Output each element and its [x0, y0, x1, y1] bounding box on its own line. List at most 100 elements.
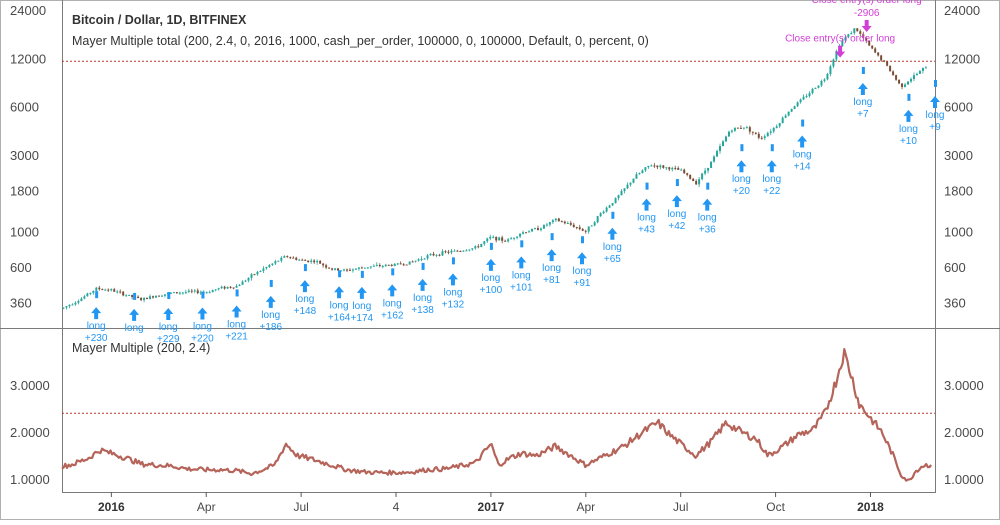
long-marker-word: long [637, 213, 656, 224]
long-marker-word: long [295, 294, 314, 305]
candle-body [653, 165, 656, 167]
candle-body [110, 289, 113, 291]
long-arrow-icon [231, 305, 242, 318]
mayer-y-tick-right: 1.0000 [944, 472, 984, 487]
candle-body [844, 37, 847, 41]
long-marker-qty: +20 [733, 186, 750, 197]
long-marker-word: long [667, 209, 686, 220]
candle-body [149, 296, 152, 300]
candle-body [647, 165, 650, 168]
entry-flag-icon [201, 291, 205, 299]
candle-body [784, 115, 787, 118]
candle-body [357, 267, 360, 269]
entry-flag-icon [770, 144, 774, 152]
candle-body [229, 286, 232, 288]
price-y-tick-left: 1800 [10, 183, 39, 198]
candle-body [89, 292, 92, 294]
candle-body [256, 271, 259, 275]
close-marker-label: Close entry(s) order long [785, 34, 895, 45]
price-y-tick-left: 3000 [10, 148, 39, 163]
candle-body [590, 225, 593, 227]
candle-body [680, 169, 683, 171]
candle-body [393, 263, 396, 267]
long-arrow-icon [447, 273, 458, 286]
candle-body [489, 236, 492, 239]
candle-body [921, 67, 924, 71]
candle-body [835, 51, 838, 60]
candle-body [369, 266, 372, 268]
candle-body [283, 256, 286, 258]
candle-body [719, 146, 722, 152]
candle-body [468, 249, 471, 251]
candle-body [548, 222, 551, 225]
price-y-tick-left: 24000 [10, 3, 46, 18]
candle-body [763, 136, 766, 139]
candle-body [713, 156, 716, 162]
candle-body [483, 241, 486, 244]
entry-flag-icon [421, 262, 425, 270]
candle-body [799, 99, 802, 103]
candle-body [656, 165, 659, 168]
candle-body [918, 70, 921, 74]
candle-body [545, 224, 548, 226]
candle-body [898, 79, 901, 84]
long-marker-word: long [793, 150, 812, 161]
candle-body [704, 170, 707, 174]
candle-body [384, 264, 387, 266]
candle-body [187, 290, 190, 293]
long-marker: long+65 [603, 211, 622, 265]
candle-body [435, 254, 438, 256]
candle-body [172, 292, 175, 294]
long-marker: long+220 [191, 291, 214, 345]
candle-body [163, 294, 166, 296]
candle-body [444, 251, 447, 253]
candle-body [736, 127, 739, 129]
long-marker-word: long [227, 319, 246, 330]
long-arrow-icon [91, 307, 102, 320]
candle-body [883, 60, 886, 62]
x-tick-label: Jul [673, 500, 688, 514]
long-arrow-icon [702, 198, 713, 211]
candle-body [730, 130, 733, 132]
long-marker: long+36 [698, 182, 717, 236]
candle-body [745, 127, 748, 129]
candle-body [325, 265, 328, 268]
candle-body [769, 131, 772, 133]
candle-body [886, 61, 889, 66]
candle-body [569, 223, 572, 225]
candle-body [850, 33, 853, 35]
candle-body [802, 96, 805, 100]
candle-body [707, 167, 710, 171]
price-y-tick-right: 24000 [944, 3, 980, 18]
candle-body [286, 256, 289, 258]
candle-body [471, 248, 474, 250]
candle-body [140, 297, 143, 301]
entry-flag-icon [675, 179, 679, 187]
long-marker-word: long [352, 301, 371, 312]
long-marker-qty: +14 [794, 162, 811, 173]
close-marker-label: Close entry(s) order long [812, 0, 922, 6]
indicator-title: Mayer Multiple (200, 2.4) [72, 341, 210, 355]
candle-body [686, 173, 689, 175]
x-tick-label: 4 [393, 500, 400, 514]
candle-body [399, 263, 402, 265]
long-marker-word: long [512, 270, 531, 281]
long-arrow-icon [736, 160, 747, 173]
candle-body [528, 231, 531, 233]
long-arrow-icon [607, 227, 618, 240]
candle-body [895, 75, 898, 80]
long-marker-qty: +81 [543, 275, 560, 286]
candle-body [557, 218, 560, 222]
candle-body [328, 267, 331, 269]
candle-body [262, 268, 265, 271]
candle-body [689, 174, 692, 179]
candle-body [766, 132, 769, 137]
entry-flag-icon [95, 291, 99, 299]
candle-body [438, 254, 441, 256]
candle-body [892, 71, 895, 76]
long-marker-qty: +220 [191, 334, 214, 345]
candle-body [748, 127, 751, 132]
candle-body [128, 294, 131, 296]
candle-body [739, 127, 742, 129]
